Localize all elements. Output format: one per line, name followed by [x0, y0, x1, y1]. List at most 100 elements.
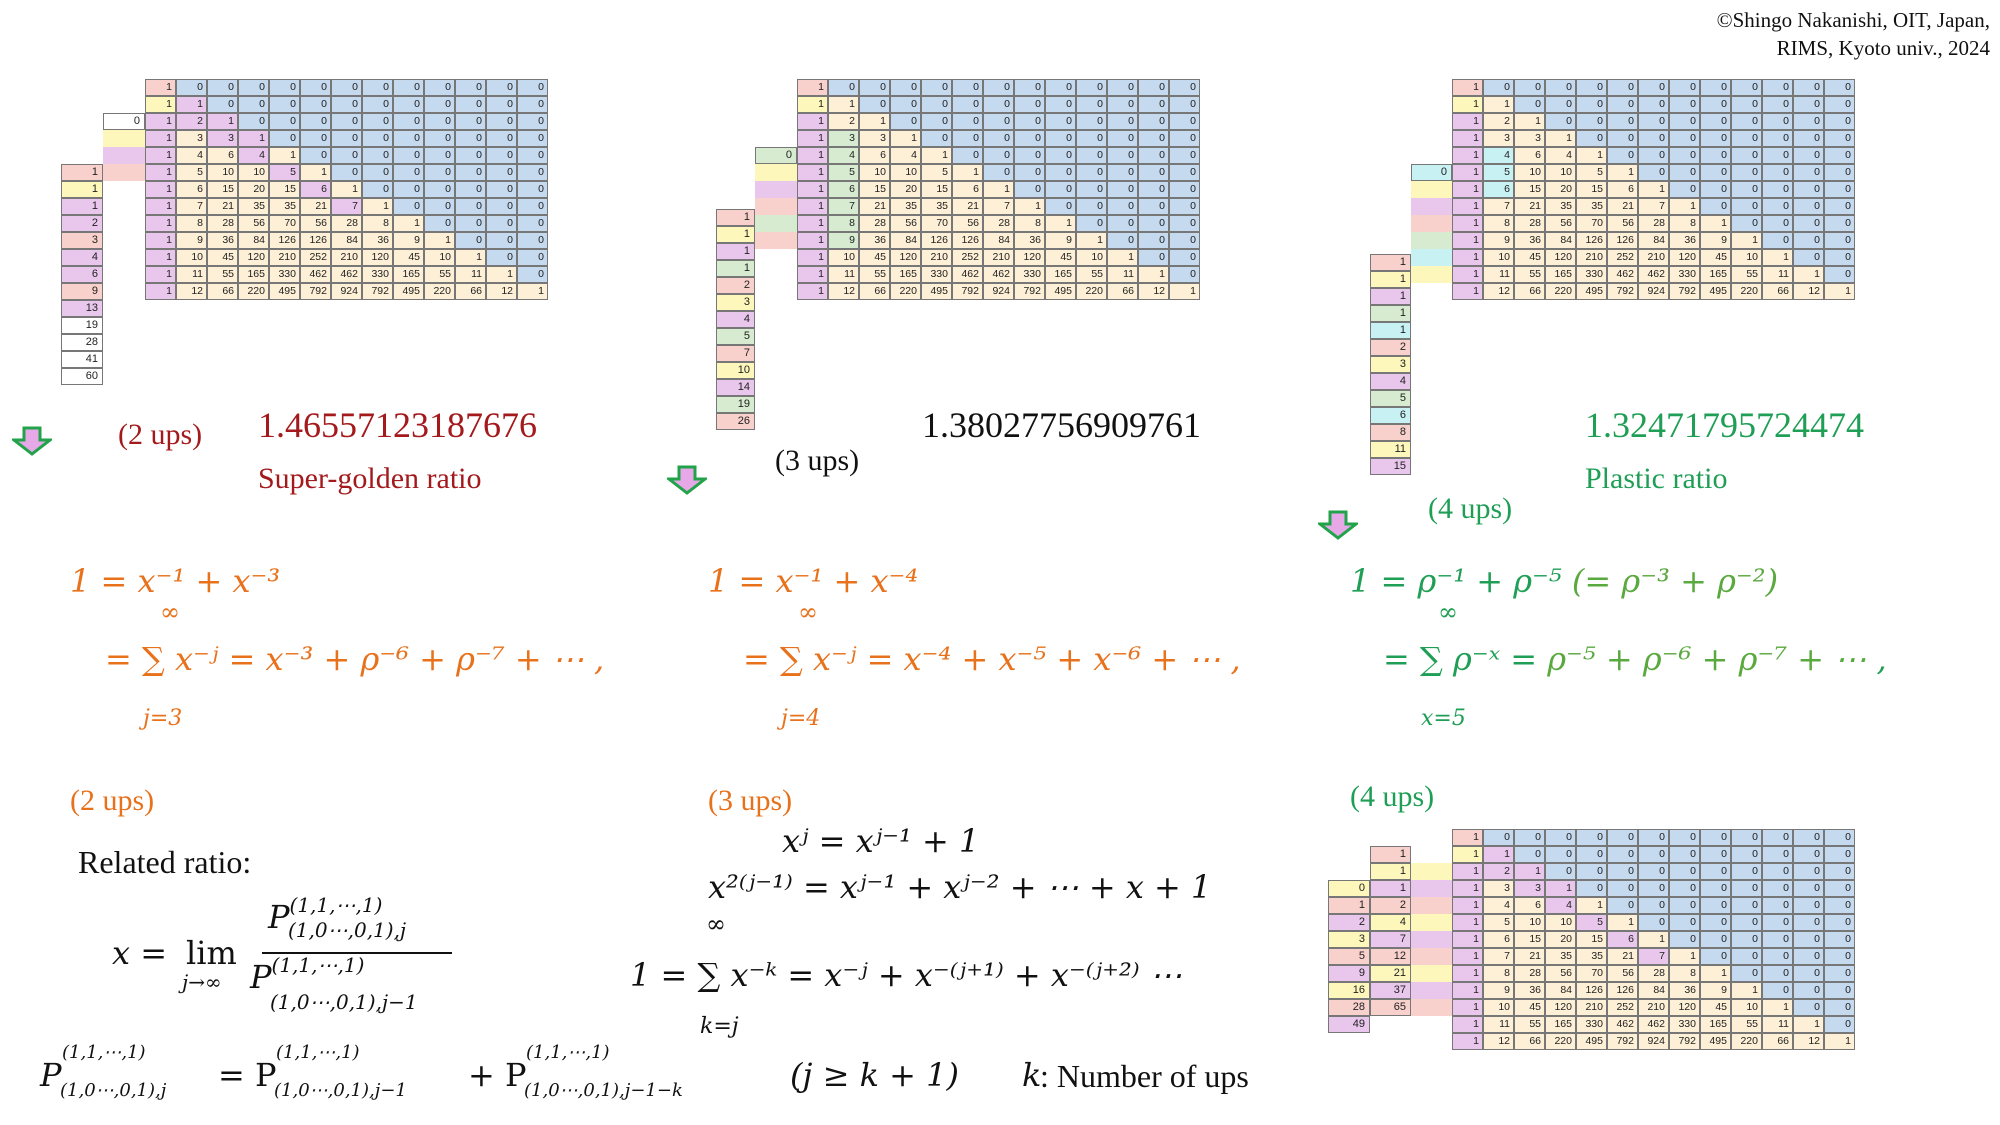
- pascal-cell: 1: [145, 249, 176, 266]
- right-col-cell: 1: [1370, 880, 1411, 897]
- pascal-cell: 11: [1483, 1016, 1514, 1033]
- pascal-cell: 1: [393, 215, 424, 232]
- pascal-cell: 462: [300, 266, 331, 283]
- pascal-cell: 36: [1669, 232, 1700, 249]
- right-col-cell: 12: [1370, 948, 1411, 965]
- pascal-cell: 0: [455, 164, 486, 181]
- right-col-cell: 7: [1370, 931, 1411, 948]
- pascal-cell: 0: [1514, 79, 1545, 96]
- pascal-cell: 56: [300, 215, 331, 232]
- sum-cell: 4: [61, 249, 103, 266]
- pascal-cell: 0: [1824, 863, 1855, 880]
- x-equals: x =: [112, 934, 168, 972]
- pascal-cell: 0: [362, 79, 393, 96]
- pascal-cell: 0: [952, 96, 983, 113]
- equation-4-lower: x=5: [1421, 706, 1466, 731]
- pascal-cell: 8: [362, 215, 393, 232]
- pascal-cell: 0: [1107, 215, 1138, 232]
- pascal-cell: 0: [517, 249, 548, 266]
- pascal-cell: 1: [1452, 999, 1483, 1016]
- pascal-cell: 0: [1045, 130, 1076, 147]
- pascal-cell: 0: [424, 96, 455, 113]
- pascal-cell: 0: [176, 79, 207, 96]
- equation-2-line1: 1 = x⁻¹ + x⁻³: [70, 562, 281, 600]
- pascal-cell: 0: [1014, 181, 1045, 198]
- pascal-cell: 21: [300, 198, 331, 215]
- pascal-cell: 0: [517, 198, 548, 215]
- pascal-cell: 66: [859, 283, 890, 300]
- pascal-cell: 1: [797, 215, 828, 232]
- pascal-cell: 924: [1638, 283, 1669, 300]
- pascal-cell: 1: [1514, 863, 1545, 880]
- pascal-cell: 1: [1545, 130, 1576, 147]
- pascal-cell: 220: [1076, 283, 1107, 300]
- pascal-cell: 0: [1576, 130, 1607, 147]
- pascal-cell: 1: [1607, 914, 1638, 931]
- pascal-cell: 792: [1014, 283, 1045, 300]
- pascal-cell: 0: [1793, 130, 1824, 147]
- ratio-value-2: 1.46557123187676: [258, 405, 537, 445]
- pascal-cell: 1: [145, 147, 176, 164]
- pascal-cell: 0: [1793, 948, 1824, 965]
- sum-cell: 8: [1370, 424, 1411, 441]
- pascal-cell: 0: [1545, 79, 1576, 96]
- equation-2-line2: = ∑ x⁻ʲ = x⁻³ + ρ⁻⁶ + ρ⁻⁷ + ⋯ ,: [105, 640, 605, 678]
- recurrence-t1-sup: (1,1,⋯,1): [276, 1042, 360, 1063]
- pascal-cell: 1: [424, 232, 455, 249]
- pascal-cell: 45: [393, 249, 424, 266]
- pascal-cell: 330: [362, 266, 393, 283]
- sum-cell: 1: [1370, 288, 1411, 305]
- pascal-cell: 0: [300, 113, 331, 130]
- pascal-cell: 126: [1576, 982, 1607, 999]
- sum-cell: 14: [716, 379, 755, 396]
- pascal-cell: 6: [207, 147, 238, 164]
- pascal-cell: 20: [238, 181, 269, 198]
- pascal-cell: 21: [1514, 198, 1545, 215]
- pascal-cell: 15: [1576, 931, 1607, 948]
- pascal-cell: 2: [1483, 863, 1514, 880]
- pascal-cell: 0: [1731, 948, 1762, 965]
- pascal-cell: 10: [1514, 914, 1545, 931]
- pascal-cell: 0: [1731, 846, 1762, 863]
- pascal-cell: 45: [1700, 249, 1731, 266]
- left-col-cell: 1: [1328, 897, 1370, 914]
- pascal-cell: 0: [1107, 147, 1138, 164]
- pascal-cell: 0: [952, 130, 983, 147]
- pascal-cell: 462: [331, 266, 362, 283]
- pascal-cell: 28: [207, 215, 238, 232]
- pascal-cell: 3: [828, 130, 859, 147]
- pascal-cell: 1: [797, 181, 828, 198]
- recurrence-t2-sup: (1,1,⋯,1): [526, 1042, 610, 1063]
- pascal-cell: 0: [393, 113, 424, 130]
- pascal-cell: 210: [1638, 999, 1669, 1016]
- pascal-cell: 0: [455, 96, 486, 113]
- pascal-cell: 0: [1576, 863, 1607, 880]
- pascal-cell: 4: [1545, 147, 1576, 164]
- pascal-cell: 10: [859, 164, 890, 181]
- pascal-cell: 11: [455, 266, 486, 283]
- pascal-cell: 0: [486, 113, 517, 130]
- spacer-cell: [1411, 215, 1452, 232]
- spacer-cell: [1411, 249, 1452, 266]
- pascal-cell: 56: [890, 215, 921, 232]
- spacer-cell: [1411, 897, 1452, 914]
- pascal-cell: 0: [1669, 130, 1700, 147]
- left-col-cell: 28: [1328, 999, 1370, 1016]
- pascal-cell: 0: [1107, 96, 1138, 113]
- pascal-cell: 0: [1731, 965, 1762, 982]
- pascal-cell: 0: [517, 96, 548, 113]
- pascal-cell: 495: [269, 283, 300, 300]
- spacer-cell: [755, 396, 797, 413]
- sum-cell: 6: [1370, 407, 1411, 424]
- sum-cell: 1: [1370, 254, 1411, 271]
- pascal-cell: 0: [1107, 198, 1138, 215]
- pascal-cell: 210: [1576, 249, 1607, 266]
- related-ratio-label: Related ratio:: [78, 844, 252, 880]
- right-col-cell: 1: [1370, 846, 1411, 863]
- pascal-cell: 0: [921, 96, 952, 113]
- pascal-cell: 12: [176, 283, 207, 300]
- pascal-cell: 0: [1700, 198, 1731, 215]
- pascal-cell: 165: [1045, 266, 1076, 283]
- ups-label-bottom-4: (4 ups): [1350, 780, 1435, 813]
- ratio-value-3: 1.38027756909761: [922, 405, 1201, 445]
